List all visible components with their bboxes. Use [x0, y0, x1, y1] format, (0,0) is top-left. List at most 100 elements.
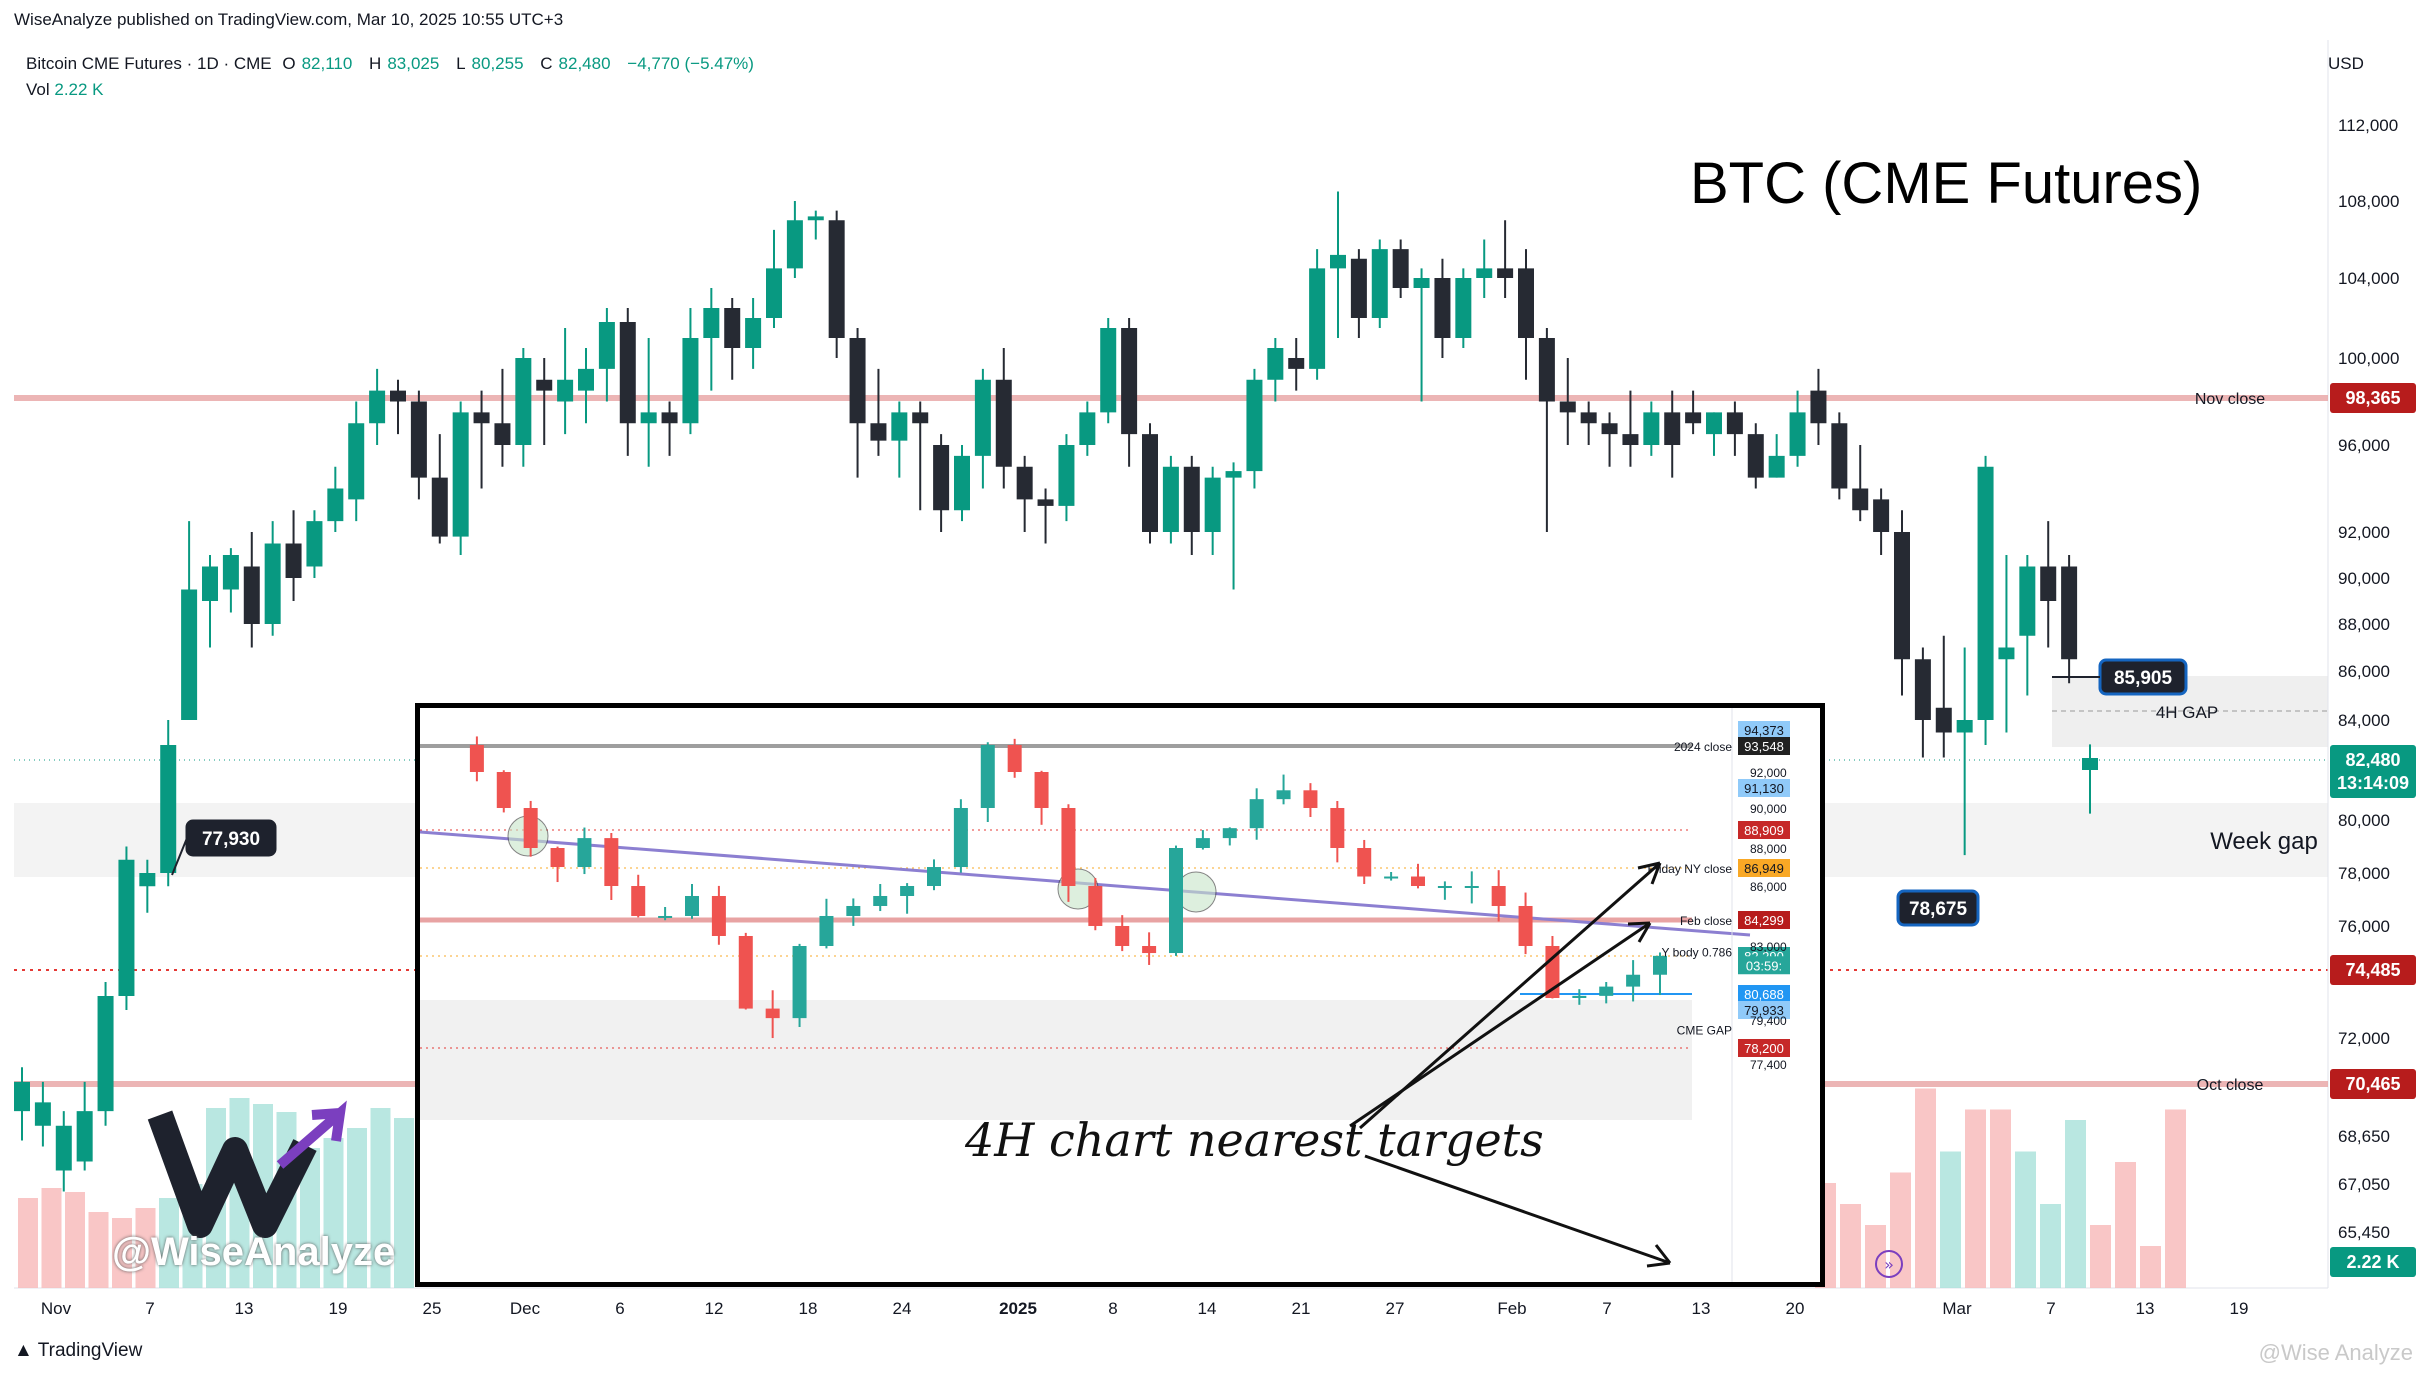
x-tick-label: Nov: [41, 1299, 72, 1318]
candle-body: [1162, 466, 1179, 532]
volume-tag-bg: [2330, 1247, 2416, 1277]
candle-body: [1726, 412, 1743, 435]
candle-body: [995, 379, 1012, 467]
level-label-nov: Nov close: [2195, 391, 2265, 408]
inset-y-tick: 92,000: [1750, 766, 1787, 780]
inset-candle-body: [1626, 974, 1641, 987]
candle-body: [703, 308, 720, 338]
candle-body: [160, 745, 177, 873]
candle-body: [264, 543, 281, 624]
x-tick-label: 13: [1692, 1299, 1711, 1318]
x-tick-label: 13: [2136, 1299, 2155, 1318]
x-tick-label: 7: [145, 1299, 154, 1318]
inset-candle-body: [631, 886, 646, 916]
volume-bar: [2015, 1151, 2036, 1288]
inset-candle-body: [1572, 995, 1587, 998]
inset-candle-body: [1034, 772, 1049, 808]
candle-body: [1037, 499, 1054, 506]
inset-candle-body: [469, 744, 484, 772]
candle-body: [1914, 659, 1931, 720]
candle-body: [515, 358, 532, 445]
inset-cme-gap-zone: [420, 1000, 1692, 1120]
candle-body: [682, 338, 699, 424]
candle-body: [452, 412, 469, 537]
y-tick-label: 67,050: [2338, 1175, 2390, 1194]
low-value: 80,255: [471, 54, 524, 73]
candle-body: [1267, 348, 1284, 380]
inset-candle-body: [685, 895, 699, 916]
y-tick-label: 100,000: [2338, 349, 2399, 368]
volume-bar: [1890, 1172, 1911, 1288]
candle-body: [828, 220, 845, 338]
x-tick-label: 8: [1108, 1299, 1117, 1318]
candle-body: [1977, 466, 1994, 720]
arrow-feb: [1349, 921, 1651, 1128]
price-tag-74485: 74,485: [2345, 960, 2400, 980]
inset-candle-body: [819, 915, 834, 946]
x-tick-label: 19: [2230, 1299, 2249, 1318]
candle-body: [870, 423, 887, 441]
inset-tag-friday: 86,949: [1744, 861, 1784, 876]
inset-candle-body: [738, 935, 753, 1009]
candle-body: [1079, 412, 1096, 445]
candle-body: [1330, 254, 1346, 269]
candle-body: [1142, 434, 1158, 532]
inset-candle-body: [1115, 925, 1130, 946]
candle-body: [891, 412, 908, 441]
candle-body: [243, 566, 260, 624]
candle-body: [76, 1111, 93, 1162]
volume-bar: [300, 1148, 320, 1288]
inset-candle-body: [873, 895, 888, 906]
candle-body: [724, 308, 741, 348]
currency-button[interactable]: USD: [2328, 54, 2364, 73]
candle-body: [974, 379, 991, 456]
candle-body: [1643, 412, 1660, 445]
volume-bar: [2140, 1246, 2161, 1288]
candle-body: [1538, 338, 1555, 402]
inset-candle-body: [1249, 799, 1264, 829]
inset-candle-body: [1222, 828, 1237, 839]
candle-body: [933, 445, 950, 511]
inset-candle-body: [711, 895, 726, 936]
inset-tag-feb-close: 84,299: [1744, 913, 1784, 928]
price-tag-last-bg: [2330, 745, 2416, 775]
high-value: 83,025: [387, 54, 440, 73]
y-tick-label: 90,000: [2338, 569, 2390, 588]
candle-body: [1392, 249, 1409, 288]
inset-candle-body: [658, 915, 673, 918]
4h-gap-label: 4H GAP: [2156, 703, 2218, 722]
inset-candle-body: [496, 772, 511, 808]
published-info: WiseAnalyze published on TradingView.com…: [14, 10, 564, 29]
inset-candle-body: [765, 1008, 780, 1019]
candle-body: [118, 859, 135, 996]
inset-candle-body: [953, 808, 968, 868]
symbol-name[interactable]: Bitcoin CME Futures · 1D · CME: [26, 54, 272, 73]
inset-candle-body: [1169, 848, 1183, 954]
inset-candle-body: [846, 905, 861, 916]
tradingview-logo[interactable]: ▲ TradingView: [14, 1340, 142, 1362]
inset-tag-88909-bg: [1738, 821, 1790, 839]
candle-body: [1622, 434, 1639, 445]
wiseanalyze-logo: [147, 1100, 347, 1238]
volume-bar: [1915, 1088, 1936, 1288]
x-tick-label: 2025: [999, 1299, 1037, 1318]
candle-body: [578, 368, 594, 391]
price-tag-oct-close: 70,465: [2345, 1074, 2400, 1094]
volume-bar: [323, 1138, 344, 1288]
candle-body: [1768, 455, 1785, 478]
candle-body: [348, 423, 365, 500]
level-label-oct: Oct close: [2197, 1077, 2264, 1094]
y-tick-label: 96,000: [2338, 436, 2390, 455]
inset-candle-body: [1142, 946, 1157, 954]
y-tick-label: 80,000: [2338, 811, 2390, 830]
candle-body: [1935, 707, 1952, 733]
x-tick-label: 25: [423, 1299, 442, 1318]
candle-body: [1559, 401, 1576, 413]
close-label: C: [540, 54, 553, 73]
inset-candle-body: [792, 946, 807, 1019]
x-tick-label: 7: [2046, 1299, 2055, 1318]
x-tick-label: 14: [1198, 1299, 1217, 1318]
volume-bar: [1840, 1204, 1861, 1288]
